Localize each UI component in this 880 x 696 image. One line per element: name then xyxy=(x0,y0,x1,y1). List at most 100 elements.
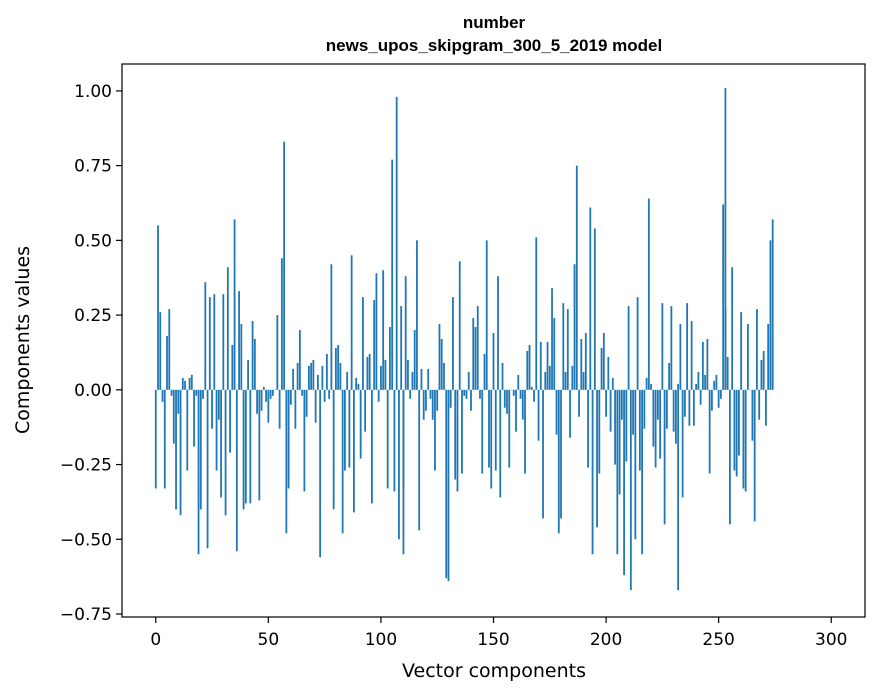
bar xyxy=(582,371,585,390)
bar xyxy=(217,389,220,420)
bar xyxy=(708,389,711,474)
x-tick-label: 50 xyxy=(258,630,280,650)
bar xyxy=(485,240,488,390)
bar xyxy=(292,368,295,390)
bar xyxy=(262,386,265,390)
bar xyxy=(161,389,164,402)
bar xyxy=(298,330,301,390)
bar xyxy=(470,389,472,411)
x-tick-label: 250 xyxy=(702,630,734,650)
bar xyxy=(729,389,731,525)
bar xyxy=(771,219,774,390)
bar xyxy=(289,389,292,405)
bar xyxy=(256,389,258,414)
bar xyxy=(560,389,562,519)
bar xyxy=(400,306,403,390)
bar xyxy=(548,365,551,390)
bar xyxy=(368,353,371,390)
bar xyxy=(616,389,619,555)
y-tick-label: 0.00 xyxy=(74,381,112,401)
bar xyxy=(445,389,448,579)
bar xyxy=(659,389,662,459)
bar xyxy=(695,383,698,390)
x-tick-label: 150 xyxy=(477,630,509,650)
bar xyxy=(253,339,256,390)
bar xyxy=(557,389,560,534)
bar xyxy=(589,207,592,390)
bar xyxy=(652,389,655,447)
bar xyxy=(226,267,229,390)
bar xyxy=(623,389,625,576)
bar xyxy=(663,389,666,525)
bar xyxy=(738,389,740,456)
bar xyxy=(618,389,621,495)
bar xyxy=(447,389,450,582)
bar xyxy=(571,365,574,390)
bar xyxy=(600,347,603,390)
bar xyxy=(384,359,387,390)
bar xyxy=(593,228,596,390)
bar xyxy=(706,339,709,390)
bar xyxy=(310,362,313,390)
bar xyxy=(607,356,610,390)
y-axis-ticks: −0.75 −0.50 −0.25 0.00 0.25 0.50 0.75 1.00 xyxy=(60,82,122,625)
bar xyxy=(591,389,594,555)
bar xyxy=(422,389,425,420)
bar xyxy=(704,374,707,390)
bar xyxy=(744,389,747,492)
bar xyxy=(404,276,407,390)
bar xyxy=(535,237,538,390)
bar xyxy=(490,389,493,489)
bar xyxy=(271,389,274,396)
bar xyxy=(211,389,213,429)
bar xyxy=(584,333,587,390)
bar xyxy=(569,389,571,438)
bar xyxy=(362,297,364,390)
x-tick-label: 200 xyxy=(590,630,622,650)
bar xyxy=(344,389,346,471)
x-axis-label: Vector components xyxy=(402,660,586,682)
bar xyxy=(587,389,589,468)
bar xyxy=(598,389,601,474)
bar xyxy=(760,359,763,390)
bar xyxy=(533,389,535,402)
bar xyxy=(244,389,247,504)
bar xyxy=(614,389,616,465)
bar xyxy=(375,273,378,390)
bar xyxy=(765,389,767,426)
bar xyxy=(758,389,761,420)
bar xyxy=(175,389,177,510)
y-tick-label: 0.50 xyxy=(74,231,112,251)
bar xyxy=(301,389,304,396)
bar xyxy=(328,389,331,399)
bar xyxy=(679,324,682,390)
bar xyxy=(627,306,630,390)
bar xyxy=(677,383,680,390)
bar xyxy=(479,389,481,399)
bar xyxy=(238,291,240,390)
bar xyxy=(339,362,342,390)
bar xyxy=(654,389,657,468)
bar xyxy=(395,96,398,390)
bar xyxy=(199,389,202,510)
bar xyxy=(380,365,382,390)
bar xyxy=(431,389,434,420)
bar xyxy=(407,359,409,390)
bar xyxy=(724,87,727,390)
bar xyxy=(544,371,547,390)
bar xyxy=(402,389,405,489)
bar xyxy=(373,300,376,390)
bar xyxy=(323,389,326,402)
bar xyxy=(665,389,668,429)
bar xyxy=(688,389,691,426)
bar xyxy=(172,389,175,444)
bar xyxy=(701,341,704,390)
bar xyxy=(638,389,641,471)
bar xyxy=(364,389,367,432)
bar xyxy=(692,389,695,426)
bar xyxy=(717,389,720,408)
bar xyxy=(524,389,526,474)
bar xyxy=(465,389,468,399)
bar xyxy=(222,294,225,390)
bar xyxy=(416,240,418,390)
